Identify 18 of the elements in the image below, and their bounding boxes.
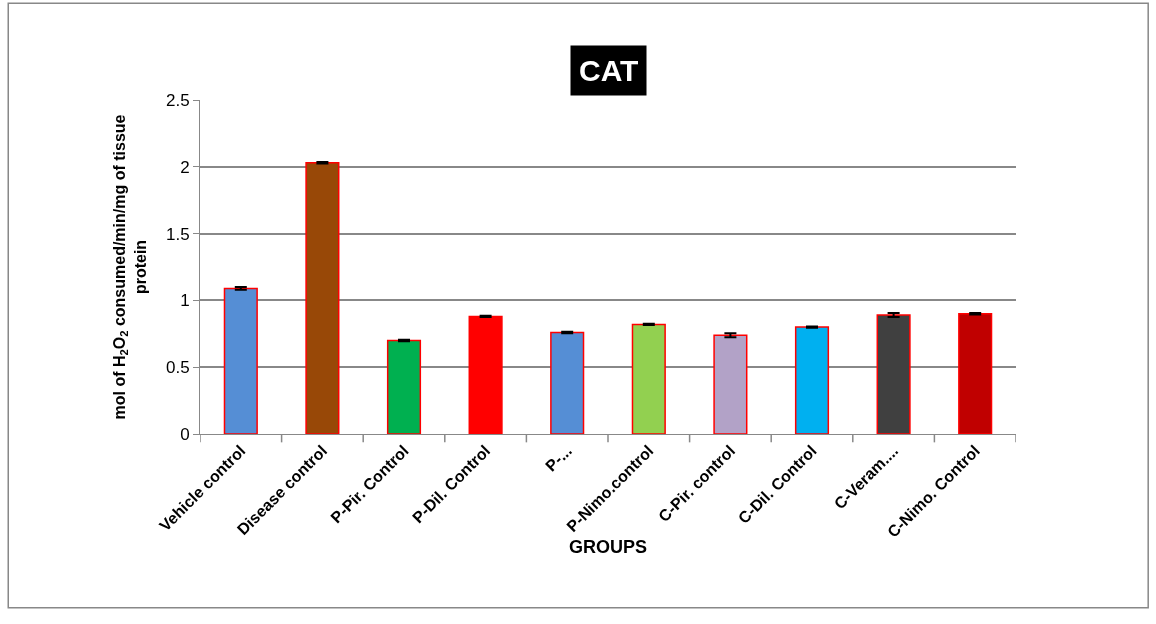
bar	[305, 162, 340, 434]
y-tick-label: 2	[180, 157, 190, 177]
bar	[386, 339, 422, 434]
bar	[223, 287, 258, 434]
bar	[876, 314, 911, 434]
y-tick-label: 2.5	[165, 90, 190, 110]
bar	[713, 334, 748, 434]
y-tick-label: 1	[180, 291, 190, 311]
bar	[794, 326, 830, 434]
bar	[468, 315, 503, 434]
chart-title: CAT	[579, 54, 639, 87]
bar	[550, 331, 585, 434]
y-tick-label: 1.5	[165, 224, 190, 244]
bar	[631, 323, 666, 434]
x-axis-title: GROUPS	[568, 536, 648, 557]
bar	[958, 313, 993, 434]
y-tick-label: 0.5	[165, 358, 190, 378]
y-tick-label: 0	[180, 424, 190, 444]
